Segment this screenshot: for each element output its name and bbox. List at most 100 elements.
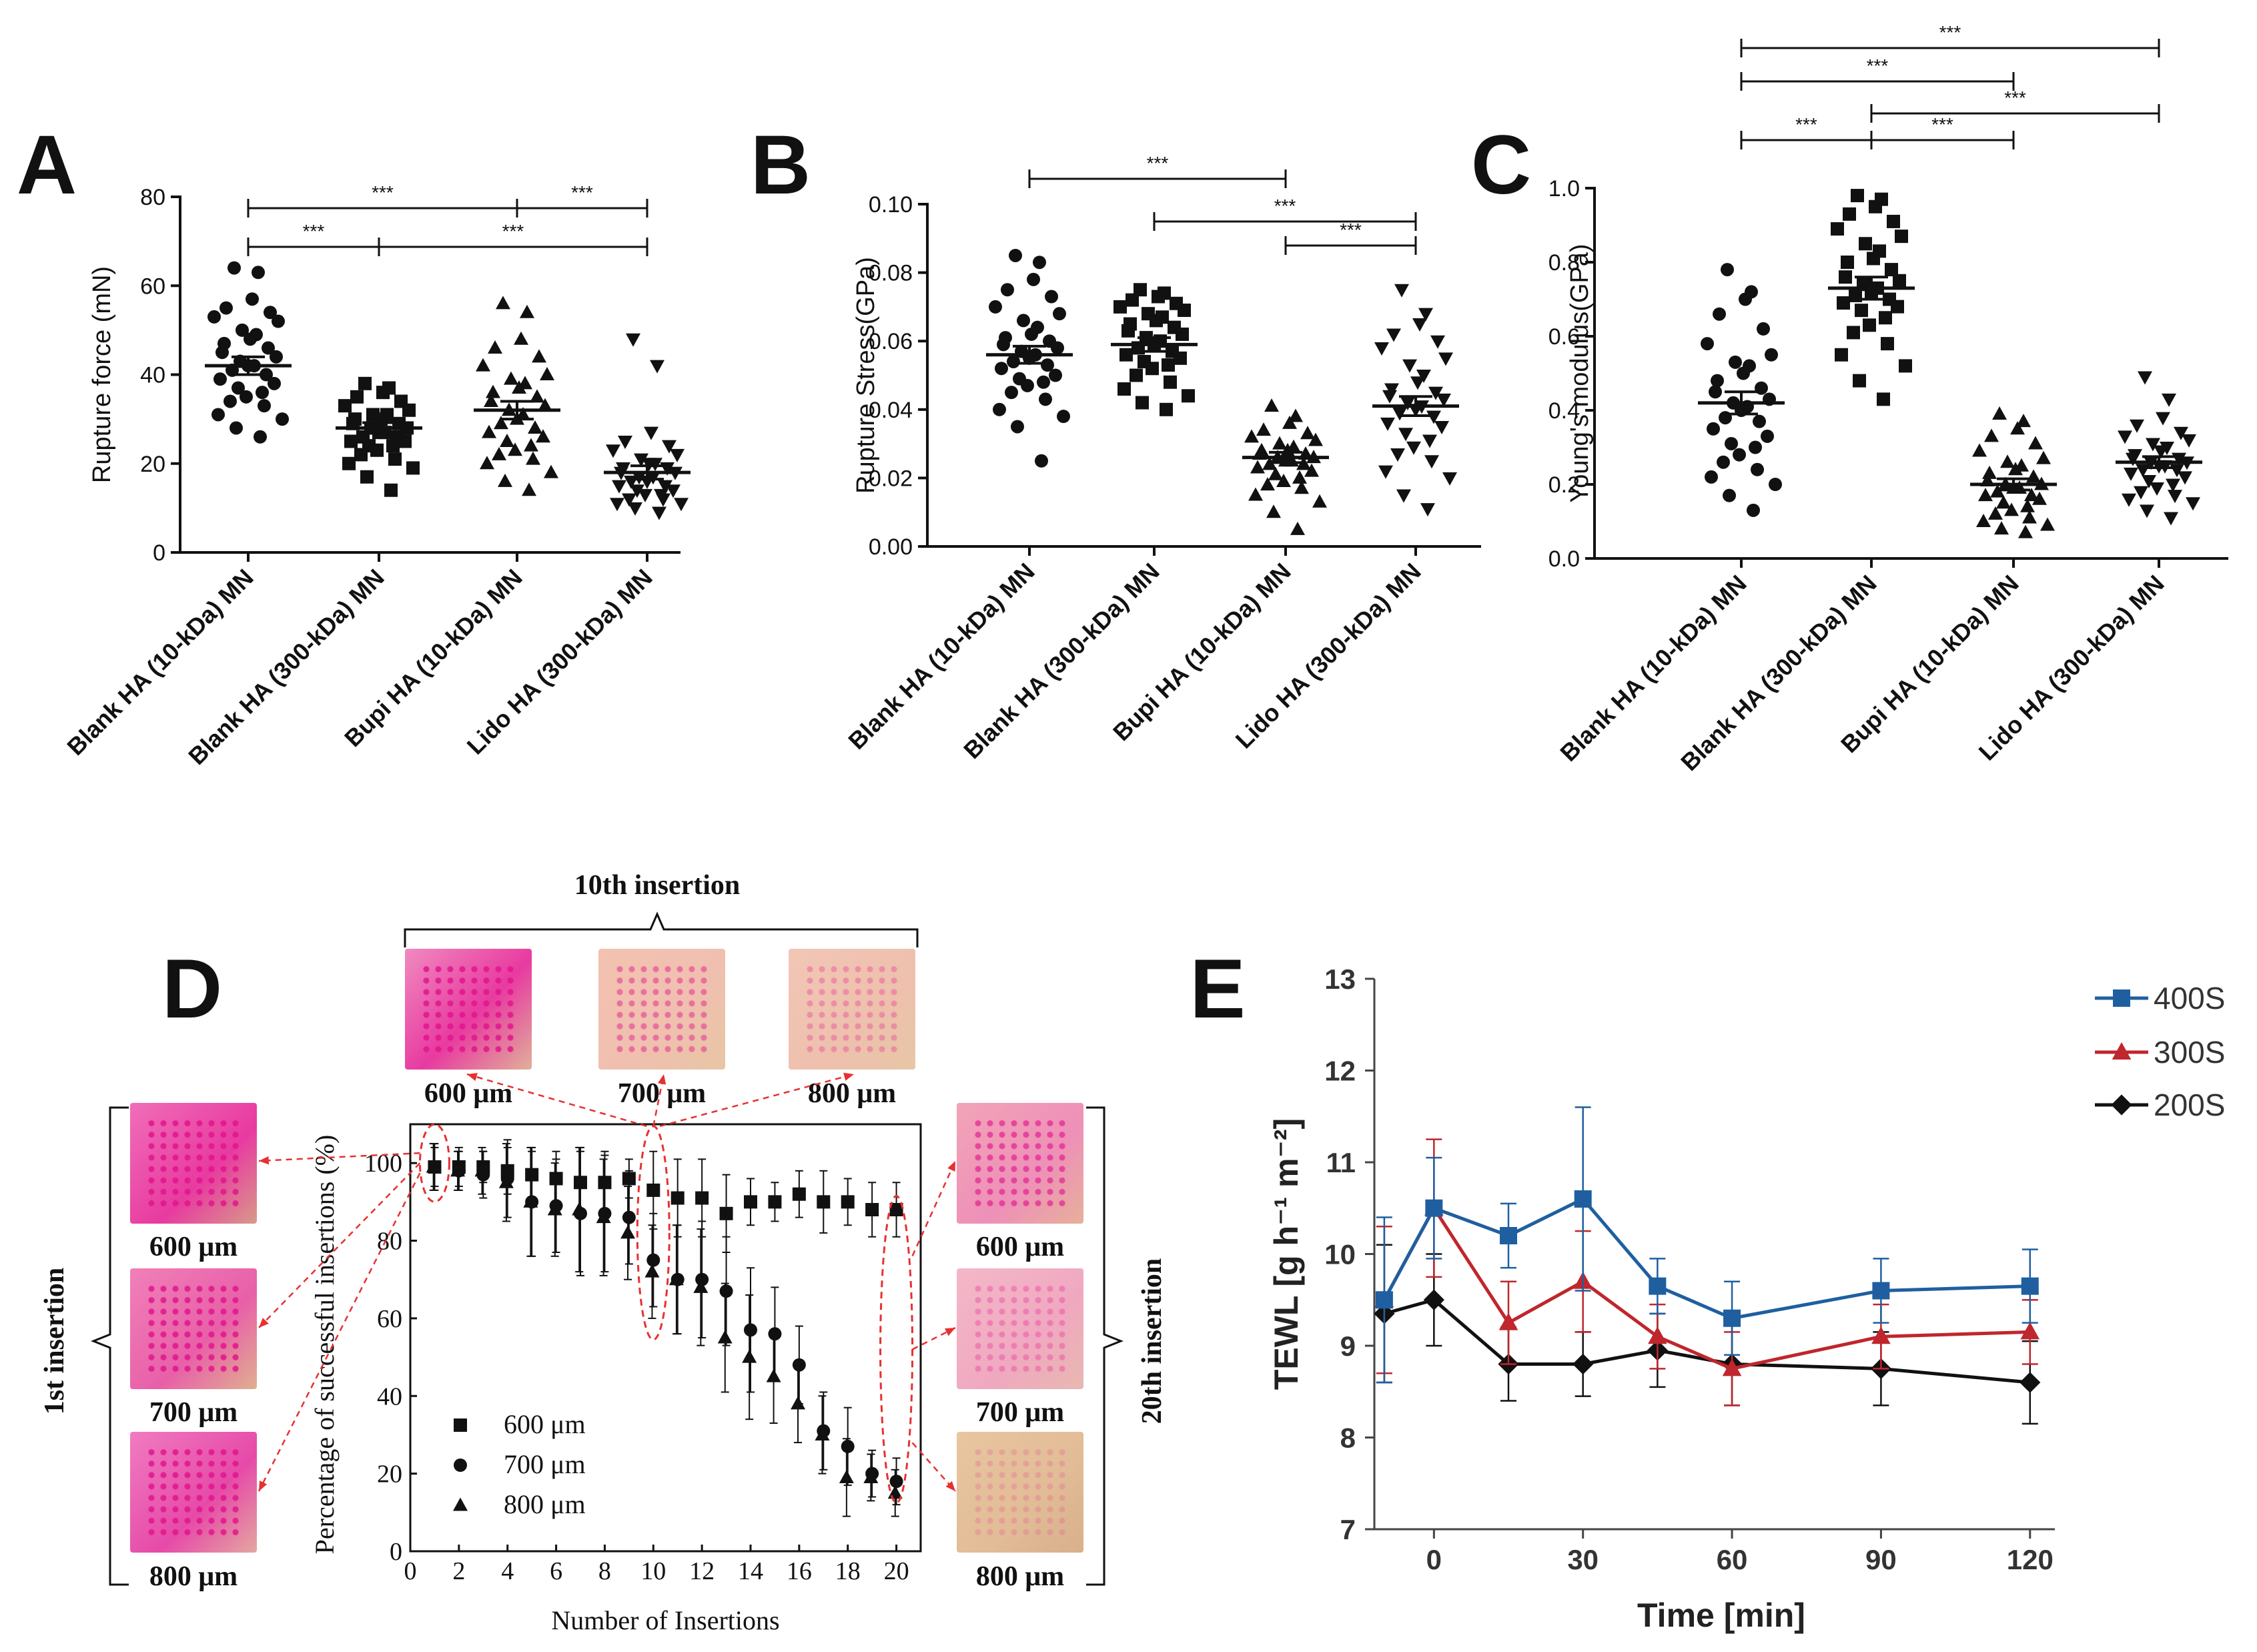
panel-letter-E: E — [1190, 943, 1245, 1036]
data-point-D — [791, 1396, 806, 1410]
data-point-C — [1982, 465, 1997, 479]
data-point-B — [1121, 324, 1135, 338]
data-point-C — [2036, 450, 2051, 464]
data-point-C — [2140, 504, 2154, 518]
series-line-E — [1382, 1196, 2030, 1320]
data-point-C — [2146, 438, 2160, 452]
data-point-C — [2156, 412, 2170, 426]
y-tick-label-B: 0.10 — [869, 192, 913, 218]
data-point-B — [1276, 474, 1291, 488]
data-point-C — [2022, 510, 2037, 524]
data-point-A — [264, 306, 277, 320]
y-tick-label-C: 0.6 — [1548, 324, 1580, 350]
x-tick-label-D: 2 — [452, 1557, 465, 1585]
data-point-A — [674, 498, 689, 512]
data-point-C — [1835, 348, 1848, 362]
data-point-C — [1863, 318, 1876, 332]
data-point-C — [1851, 189, 1864, 203]
data-point-B — [1266, 504, 1281, 518]
y-tick-label-B: 0.02 — [869, 466, 913, 491]
data-point-C — [1765, 348, 1778, 362]
data-point-D — [620, 1225, 636, 1239]
data-point-C — [1709, 385, 1722, 399]
data-point-C — [1739, 292, 1752, 306]
data-point-B — [995, 362, 1008, 376]
data-point-E — [1574, 1190, 1592, 1208]
data-point-A — [618, 435, 632, 449]
data-point-B — [1438, 352, 1453, 366]
data-point-A — [504, 371, 518, 385]
data-point-B — [1174, 351, 1187, 365]
dashed-arrow-D — [659, 1073, 855, 1128]
bracket-right-D — [1086, 1106, 1124, 1586]
data-point-B — [1146, 362, 1159, 376]
data-point-B — [1035, 454, 1048, 468]
data-point-B — [1017, 314, 1030, 328]
data-point-B — [1007, 354, 1020, 368]
data-point-A — [482, 424, 496, 438]
data-point-B — [1426, 410, 1441, 424]
y-axis-label-D: Percentage of successful insertions (%) — [310, 1135, 340, 1555]
data-point-E — [2020, 1322, 2040, 1340]
data-point-D — [670, 1191, 685, 1205]
data-point-B — [997, 338, 1010, 352]
data-point-A — [522, 482, 536, 496]
x-tick-label-D: 8 — [598, 1557, 611, 1585]
data-point-A — [402, 403, 416, 417]
y-tick-label-E: 9 — [1340, 1330, 1356, 1362]
photo-10th-600 — [405, 949, 532, 1070]
y-tick-label-B: 0.00 — [869, 534, 913, 560]
data-point-C — [1853, 374, 1866, 388]
data-point-B — [1119, 348, 1133, 362]
data-point-A — [350, 390, 364, 404]
sig-label-C: *** — [2004, 87, 2026, 108]
data-point-A — [260, 368, 273, 382]
top-bracket-label-D: 10th insertion — [574, 870, 741, 901]
photo-label-left-D: 700 μm — [149, 1397, 238, 1428]
bracket-top-D — [404, 911, 919, 947]
bracket-left-D — [90, 1106, 129, 1586]
sig-label-B: *** — [1274, 195, 1296, 216]
data-point-A — [658, 480, 672, 494]
data-point-A — [610, 498, 624, 512]
arrow-head-D — [945, 1328, 955, 1336]
y-tick-label-B: 0.04 — [869, 398, 913, 423]
data-point-D — [644, 1264, 660, 1278]
data-point-C — [1843, 207, 1856, 221]
data-point-C — [2122, 493, 2136, 507]
data-point-B — [1378, 465, 1393, 479]
data-point-D — [668, 1272, 684, 1286]
data-point-E — [1649, 1277, 1667, 1295]
y-tick-label-B: 0.08 — [869, 261, 913, 286]
data-point-A — [484, 393, 498, 407]
data-point-A — [670, 448, 685, 462]
data-point-B — [1037, 375, 1050, 389]
data-point-C — [1701, 337, 1714, 351]
data-point-B — [1136, 396, 1149, 410]
data-point-B — [1009, 248, 1022, 262]
y-axis-label-E: TEWL [g h⁻¹ m⁻²] — [1268, 1118, 1305, 1390]
data-point-B — [1430, 335, 1445, 349]
dashed-arrow-D — [912, 1326, 956, 1350]
data-point-B — [1053, 307, 1066, 321]
sig-label-C: *** — [1795, 114, 1817, 135]
data-point-C — [2010, 421, 2025, 435]
data-point-D — [865, 1203, 879, 1216]
data-point-D — [646, 1253, 660, 1267]
data-point-E — [1375, 1291, 1393, 1309]
data-point-C — [2000, 454, 2015, 468]
data-point-B — [1394, 284, 1409, 298]
data-point-D — [887, 1485, 903, 1499]
y-axis-label-B: Rupture Stress(GPa) — [852, 257, 880, 494]
data-point-C — [2124, 467, 2138, 481]
sig-label-A: *** — [372, 182, 394, 203]
data-point-C — [1831, 222, 1844, 236]
data-point-A — [256, 386, 269, 400]
data-point-C — [2020, 498, 2035, 512]
data-point-B — [1420, 503, 1435, 517]
left-bracket-label-D: 1st insertion — [39, 1268, 70, 1415]
data-point-C — [1984, 428, 1999, 442]
data-point-C — [1717, 455, 1730, 469]
data-point-B — [1178, 304, 1191, 318]
data-point-D — [693, 1279, 709, 1293]
